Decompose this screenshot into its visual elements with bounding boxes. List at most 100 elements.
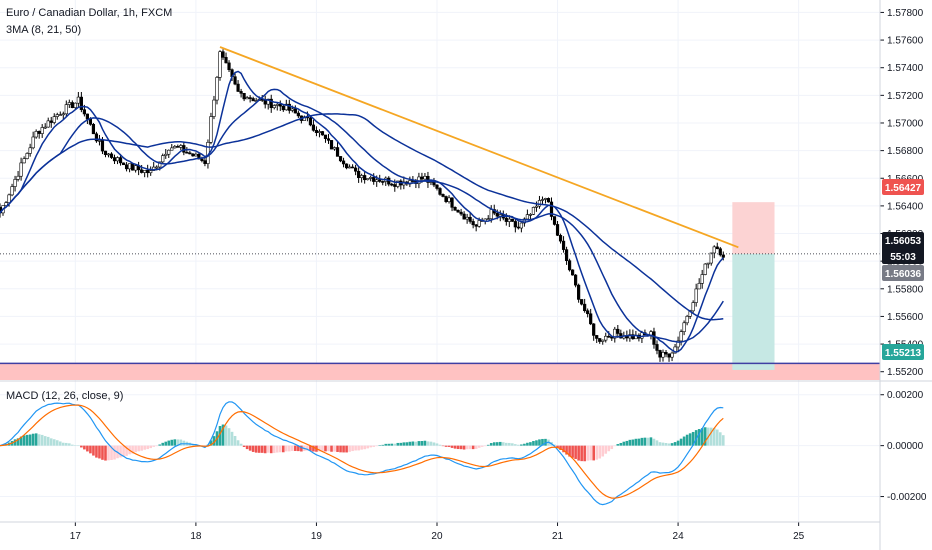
macd-histogram-bar: [688, 433, 692, 446]
macd-axis[interactable]: 0.00200 0.00000 -0.00200: [880, 390, 927, 503]
macd-histogram-bar: [453, 445, 457, 449]
macd-histogram-bar: [131, 445, 134, 454]
time-tick-label: 17: [70, 531, 82, 542]
symbol-legend[interactable]: Euro / Canadian Dollar, 1h, FXCM: [6, 7, 172, 19]
macd-histogram-bar: [158, 444, 162, 446]
macd-histogram-bar: [25, 434, 29, 446]
macd-histogram-bar: [661, 442, 665, 446]
candle-body: [34, 131, 38, 138]
candle-body: [284, 103, 288, 111]
macd-histogram-bar: [691, 431, 695, 446]
price-tick-label: 1.55200: [887, 367, 924, 378]
candle-body: [396, 180, 400, 187]
candle-body: [363, 175, 367, 181]
macd-histogram-bar: [179, 439, 183, 446]
time-tick-label: 25: [793, 531, 805, 542]
macd-histogram-bar: [321, 445, 324, 452]
macd-histogram-bar: [649, 437, 653, 446]
candle-body: [70, 102, 74, 109]
moving-averages: [0, 70, 724, 353]
candle-body: [82, 109, 86, 115]
macd-histogram-bar: [107, 445, 110, 461]
candle-body: [372, 177, 376, 182]
macd-histogram-bar: [31, 433, 35, 446]
candle-body: [28, 147, 32, 154]
candle-body: [203, 160, 207, 164]
candle-body: [685, 316, 689, 324]
macd-histogram-bar: [230, 431, 234, 446]
candle-body: [468, 216, 472, 222]
time-tick-label: 24: [673, 531, 685, 542]
macd-histogram-bar: [501, 442, 505, 446]
signal-line: [0, 404, 724, 499]
candle-body: [16, 175, 20, 180]
candle-body: [583, 303, 587, 312]
macd-legend[interactable]: MACD (12, 26, close, 9): [6, 390, 123, 402]
candle-body: [269, 98, 273, 109]
candle-body: [664, 352, 668, 355]
macd-histogram-bar: [607, 445, 611, 452]
macd-histogram-bar: [300, 445, 303, 452]
macd-histogram-bar: [257, 445, 261, 453]
macd-histogram-bar: [65, 442, 68, 446]
candle-body: [577, 284, 581, 300]
candle-body: [134, 165, 138, 171]
macd-histogram-bar: [658, 442, 662, 446]
candle-body: [317, 131, 322, 133]
macd-histogram-bar: [402, 442, 406, 446]
price-tick-label: 1.56800: [887, 146, 924, 157]
macd-histogram-bar: [471, 445, 475, 450]
stop-loss-zone[interactable]: [732, 202, 775, 254]
macd-histogram-bar: [224, 425, 228, 446]
candle-body: [423, 175, 427, 180]
macd-histogram-bar: [414, 441, 418, 446]
macd-histogram-bar: [233, 435, 237, 446]
candle-body: [691, 302, 695, 312]
macd-histogram-bar: [438, 444, 442, 446]
candle-body: [435, 184, 439, 189]
ma-legend[interactable]: 3MA (8, 21, 50): [6, 24, 81, 36]
candle-body: [718, 248, 722, 256]
macd-histogram-bar: [149, 445, 152, 449]
macd-histogram-bar: [652, 438, 656, 446]
macd-histogram-bar: [637, 438, 641, 446]
macd-histogram-bar: [351, 445, 354, 452]
candle-body: [88, 118, 93, 125]
macd-histogram-bar: [209, 440, 213, 446]
macd-histogram-bar: [477, 445, 481, 448]
candle-body: [534, 205, 539, 208]
candle-body: [673, 346, 677, 354]
candle-body: [140, 169, 144, 173]
candle-body: [46, 120, 50, 128]
time-axis[interactable]: 17 18 19 20 21 24 25: [70, 522, 805, 542]
macd-histogram-bar: [378, 445, 382, 446]
candle-body: [543, 198, 548, 200]
trend-line[interactable]: [219, 46, 739, 249]
candle-body: [607, 335, 611, 338]
candle-body: [558, 235, 563, 242]
macd-histogram-bar: [514, 444, 517, 446]
candle-body: [200, 158, 204, 161]
candle-body: [13, 179, 17, 187]
take-profit-zone[interactable]: [732, 253, 775, 370]
candle-body: [640, 332, 644, 339]
candle-body: [477, 220, 481, 227]
macd-histogram-bar: [462, 445, 466, 450]
macd-histogram-bar: [173, 439, 177, 446]
time-tick-label: 18: [190, 531, 202, 542]
macd-line: [0, 401, 724, 506]
candle-body: [552, 216, 557, 225]
ma-line: [0, 70, 724, 353]
candle-body: [320, 131, 325, 136]
candle-body: [281, 105, 285, 111]
candle-body: [546, 198, 551, 203]
current-price-label: 1.56053: [885, 236, 922, 247]
macd-histogram-bar: [381, 444, 385, 446]
macd-histogram-bar: [456, 445, 460, 450]
macd-histogram-bar: [721, 435, 725, 446]
macd-histogram-bar: [239, 443, 243, 446]
candle-body: [161, 155, 165, 163]
macd-histogram-bar: [348, 445, 351, 452]
macd-histogram-bar: [583, 445, 586, 462]
